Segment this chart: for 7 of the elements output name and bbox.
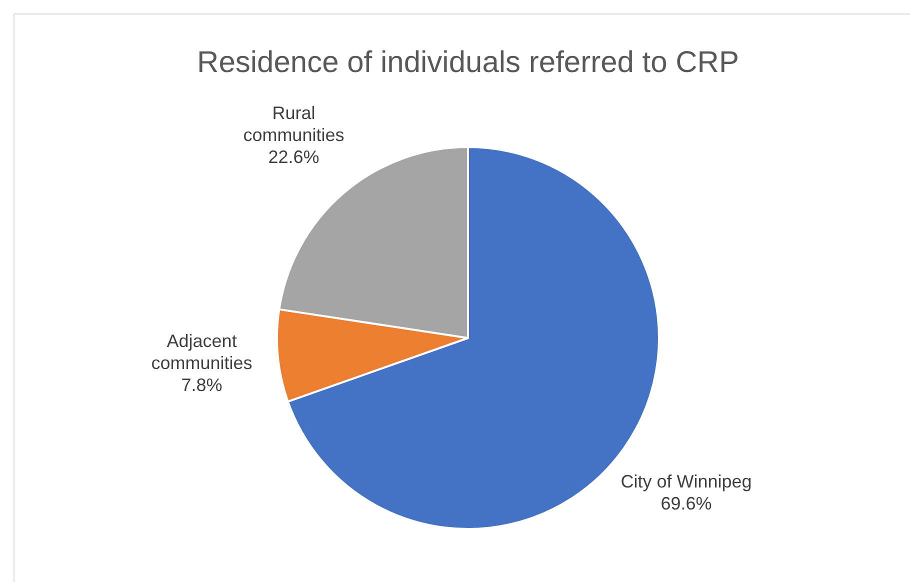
data-label: 7.8% (181, 375, 222, 396)
data-label: 22.6% (268, 147, 320, 168)
slice-label: Rural communities (243, 103, 344, 146)
data-label: 69.6% (660, 493, 712, 514)
chart-title: Residence of individuals referred to CRP (197, 46, 739, 79)
slice-label: City of Winnipeg (620, 471, 752, 492)
slice-label: Adjacent communities (151, 331, 252, 374)
